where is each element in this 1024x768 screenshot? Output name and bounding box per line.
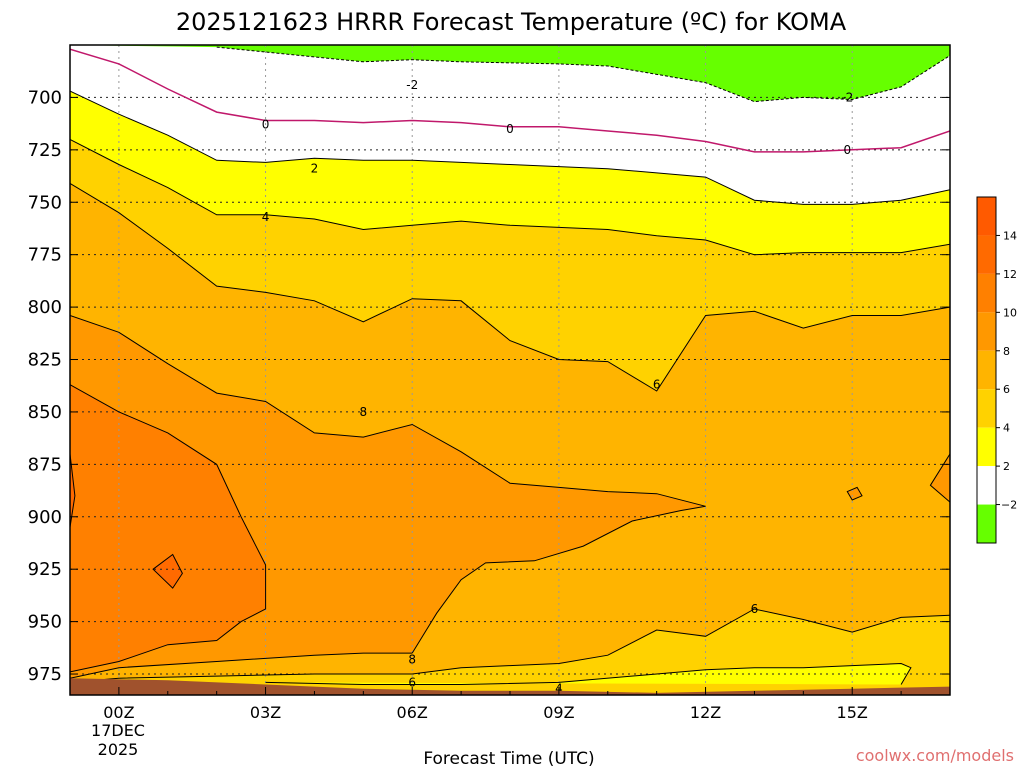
contour-lines: -2-200024688664 bbox=[70, 46, 950, 695]
colorbar-bin bbox=[977, 312, 996, 351]
y-tick-label: 975 bbox=[28, 664, 62, 685]
contour-line bbox=[70, 182, 950, 392]
contour-line bbox=[265, 662, 912, 685]
y-tick-label: 900 bbox=[28, 507, 62, 528]
y-tick-label: 700 bbox=[28, 87, 62, 108]
fill-region-8-10-edge bbox=[930, 453, 950, 503]
contour-label: 0 bbox=[262, 118, 270, 132]
colorbar-label: 2 bbox=[1003, 460, 1010, 473]
x-axis-label: Forecast Time (UTC) bbox=[423, 749, 594, 768]
x-tick-label: 09Z bbox=[543, 703, 574, 722]
x-tick-label: 12Z bbox=[690, 703, 721, 722]
colorbar-frame bbox=[976, 196, 997, 544]
contour-line bbox=[152, 553, 183, 589]
colorbar-label: 12 bbox=[1003, 268, 1017, 281]
date-label-day: 17DEC bbox=[91, 721, 145, 740]
x-tick-label: 15Z bbox=[837, 703, 868, 722]
colorbar-bin bbox=[977, 504, 996, 543]
contour-label: 8 bbox=[360, 405, 368, 419]
contour-label: 6 bbox=[408, 675, 416, 689]
colorbar-label: 8 bbox=[1003, 345, 1010, 358]
contour-line bbox=[216, 46, 950, 103]
y-tick-label: 875 bbox=[28, 454, 62, 475]
y-tick-label: 725 bbox=[28, 140, 62, 161]
fill-region-10-12 bbox=[70, 384, 266, 672]
fill-region-12-14-cell bbox=[153, 554, 183, 589]
fill-region-12-14 bbox=[70, 453, 75, 528]
contour-label: 6 bbox=[653, 378, 661, 392]
contour-line bbox=[70, 90, 950, 205]
date-label-year: 2025 bbox=[98, 740, 139, 759]
ground-fill bbox=[70, 678, 950, 695]
contour-line bbox=[70, 384, 267, 673]
contour-line bbox=[70, 315, 706, 654]
colorbar-bin bbox=[977, 197, 996, 236]
colorbar-bin bbox=[977, 350, 996, 390]
colorbar-bin bbox=[977, 389, 996, 428]
y-tick-label: 850 bbox=[28, 402, 62, 423]
contour-label: -2 bbox=[406, 78, 418, 92]
y-tick-label: 925 bbox=[28, 559, 62, 580]
colorbar-bin bbox=[977, 273, 996, 313]
contour-label: 2 bbox=[311, 162, 319, 176]
ground-band bbox=[70, 678, 950, 695]
contour-line bbox=[70, 48, 950, 153]
contour-line bbox=[70, 608, 950, 683]
x-tick-label: 03Z bbox=[250, 703, 281, 722]
y-tick-label: 750 bbox=[28, 192, 62, 213]
plot-area bbox=[70, 45, 950, 695]
contour-line bbox=[70, 652, 413, 679]
fill-region-2-4-lower bbox=[265, 663, 911, 685]
colorbar-label: 6 bbox=[1003, 383, 1010, 396]
contour-line bbox=[70, 138, 950, 256]
grid bbox=[70, 45, 950, 695]
colorbar-label: 4 bbox=[1003, 422, 1010, 435]
chart-title: 2025121623 HRRR Forecast Temperature (ºC… bbox=[176, 8, 847, 36]
colorbar-label: 10 bbox=[1003, 306, 1017, 319]
colorbar-bin bbox=[977, 235, 996, 274]
colorbar: 14 12 10 8 6 4 2 −2 bbox=[976, 196, 1017, 544]
colorbar-bin bbox=[977, 427, 996, 467]
contour-line bbox=[846, 486, 863, 501]
y-tick-label: 950 bbox=[28, 612, 62, 633]
colorbar-label: 14 bbox=[1003, 229, 1017, 242]
contour-label: 4 bbox=[262, 210, 270, 224]
y-tick-label: 800 bbox=[28, 297, 62, 318]
y-tick-label: 825 bbox=[28, 350, 62, 371]
fill-region-minus-2 bbox=[70, 45, 950, 102]
x-tick-label: 06Z bbox=[397, 703, 428, 722]
contour-label: 6 bbox=[751, 602, 759, 616]
colorbar-label: −2 bbox=[1001, 499, 1017, 512]
x-tick-label: 00Z bbox=[103, 703, 134, 722]
x-axis: 00Z 03Z 06Z 09Z 12Z 15Z bbox=[103, 687, 902, 722]
y-tick-label: 775 bbox=[28, 245, 62, 266]
contour-label: 8 bbox=[408, 652, 416, 666]
contour-label: 0 bbox=[844, 143, 852, 157]
watermark: coolwx.com/models bbox=[856, 746, 1014, 765]
contour-label: -2 bbox=[841, 90, 853, 104]
contour-label: 0 bbox=[506, 122, 514, 136]
colorbar-bin bbox=[977, 466, 996, 505]
